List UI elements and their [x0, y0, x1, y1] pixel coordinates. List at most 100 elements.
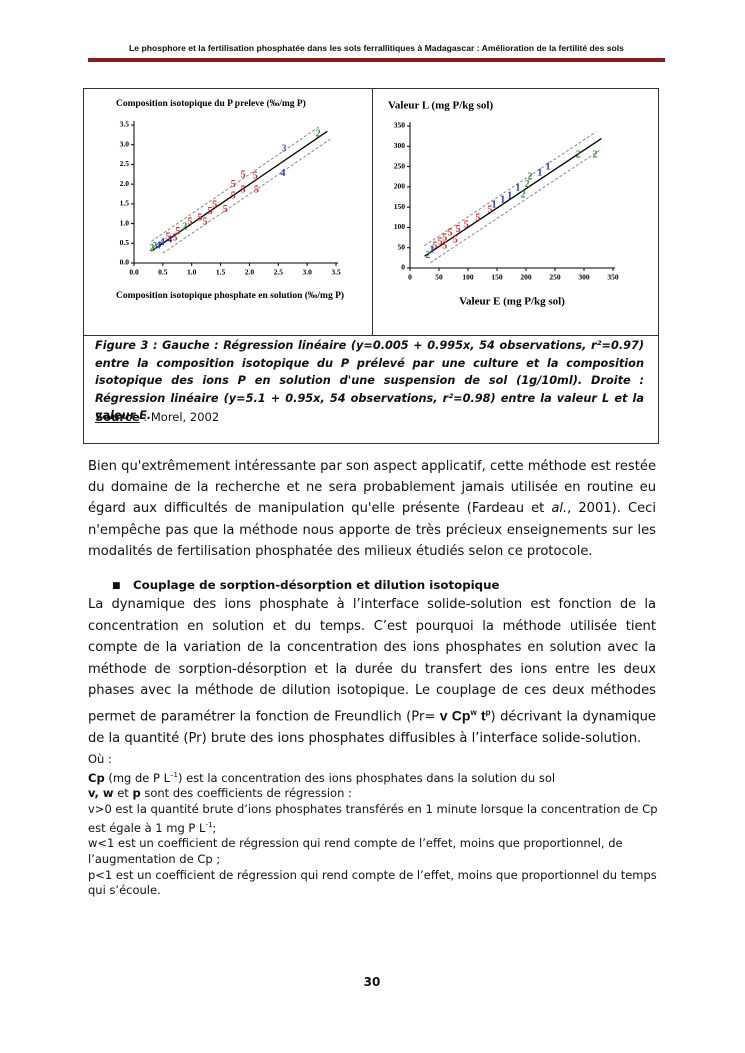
x-tick-label: 1.0	[187, 268, 197, 277]
regression-line	[424, 138, 602, 257]
confidence-line	[151, 126, 319, 242]
y-tick-label: 0.0	[120, 258, 130, 267]
chart-title: Valeur L (mg P/kg sol)	[388, 100, 493, 112]
point: 5	[442, 232, 447, 243]
text: -1	[205, 820, 213, 829]
point: 5	[231, 190, 236, 201]
x-tick-label: 0	[408, 273, 412, 282]
heading-text: Couplage de sorption-désorption et dilut…	[133, 578, 500, 592]
regression-line	[150, 130, 328, 252]
point: 4	[167, 234, 172, 245]
formula: v Cp	[439, 707, 471, 724]
point: 1	[430, 244, 435, 255]
y-tick-label: 250	[394, 161, 406, 170]
point: 5	[438, 236, 443, 247]
point: 2	[521, 189, 526, 200]
point: 4	[156, 240, 161, 251]
text: v>0 est la quantité brute d’ions phospha…	[88, 801, 658, 835]
text: , 2001). Ceci n'empêche pas que la métho…	[88, 501, 656, 559]
point: 2	[576, 150, 581, 161]
point: 5	[241, 169, 246, 180]
text: –1	[170, 770, 178, 779]
x-tick-label: 1.5	[216, 268, 226, 277]
notes: Où : Cp (mg de P L–1) est la concentrati…	[88, 752, 658, 899]
bullet: ■	[112, 581, 121, 591]
x-tick-label: 200	[520, 273, 532, 282]
y-tick-label: 350	[394, 121, 406, 130]
text: ;	[212, 820, 217, 835]
point: 2	[182, 221, 187, 232]
x-axis-label: Composition isotopique phosphate en solu…	[116, 290, 344, 301]
point: 3	[282, 143, 287, 154]
point: 5	[453, 234, 458, 245]
point: 5	[172, 232, 177, 243]
section-heading: ■ Couplage de sorption-désorption et dilu…	[112, 578, 500, 592]
notes-intro: Où :	[88, 752, 112, 766]
point: 5	[456, 224, 461, 235]
paragraph: Bien qu'extrêmement intéressante par son…	[88, 456, 656, 562]
text: v, w	[88, 786, 114, 801]
formula: t	[476, 707, 486, 724]
text: La dynamique des ions phosphate à l’inte…	[88, 597, 656, 725]
y-tick-label: 50	[398, 242, 406, 251]
text: al.	[551, 501, 568, 517]
note: w<1 est un coefficient de régression qui…	[88, 836, 623, 866]
text: Cp	[88, 770, 105, 785]
x-tick-label: 3.5	[331, 268, 341, 277]
point: 5	[432, 240, 437, 251]
point: 1	[546, 161, 551, 172]
y-tick-label: 1.0	[120, 218, 130, 227]
point: 2	[525, 179, 530, 190]
point: 2	[528, 171, 533, 182]
point: 5	[241, 184, 246, 195]
text: ) décrivant la dynamique de la quantité …	[88, 709, 656, 746]
x-tick-label: 0.0	[129, 268, 139, 277]
text: Bien qu'extrêmement intéressante par son…	[88, 459, 656, 517]
y-tick-label: 0	[401, 263, 405, 272]
x-tick-label: 2.5	[274, 268, 284, 277]
point: 2	[593, 150, 598, 161]
note: Cp (mg de P L–1) est la concentration de…	[88, 768, 658, 787]
formula-sup: w	[470, 707, 477, 717]
point: 1	[515, 182, 520, 193]
figure-divider	[83, 335, 658, 336]
x-tick-label: 250	[549, 273, 561, 282]
point: 1	[537, 167, 542, 178]
figure-frame	[83, 88, 659, 444]
point: 5	[212, 199, 217, 210]
source-text: : Morel, 2002	[139, 410, 220, 424]
x-tick-label: 350	[607, 273, 619, 282]
y-tick-label: 3.0	[120, 139, 130, 148]
y-tick-label: 3.5	[120, 120, 130, 129]
point: 5	[464, 219, 469, 230]
point: 5	[187, 216, 192, 227]
confidence-line	[424, 131, 596, 247]
point: 5	[442, 240, 447, 251]
paragraph: La dynamique des ions phosphate à l’inte…	[88, 594, 656, 750]
y-tick-label: 100	[394, 222, 406, 231]
point: 5	[448, 227, 453, 238]
point: 2	[149, 243, 154, 254]
x-tick-label: 3.0	[302, 268, 312, 277]
y-tick-label: 2.5	[120, 159, 130, 168]
note: v, w et p sont des coefficients de régre…	[88, 786, 658, 802]
y-tick-label: 200	[394, 182, 406, 191]
x-tick-label: 100	[462, 273, 474, 282]
formula-sup: p	[485, 707, 491, 717]
point: 5	[202, 216, 207, 227]
point: 5	[208, 206, 213, 217]
point: 2	[425, 250, 430, 261]
point: 5	[253, 171, 258, 182]
y-tick-label: 150	[394, 202, 406, 211]
x-tick-label: 2.0	[245, 268, 255, 277]
text: (mg de P L	[104, 770, 170, 785]
text: et	[113, 786, 133, 801]
note: p<1 est un coefficient de régression qui…	[88, 867, 657, 898]
point: 5	[475, 212, 480, 223]
page-number: 30	[363, 975, 381, 989]
point: 5	[231, 179, 236, 190]
point: 2	[152, 241, 157, 252]
point: 5	[223, 204, 228, 215]
